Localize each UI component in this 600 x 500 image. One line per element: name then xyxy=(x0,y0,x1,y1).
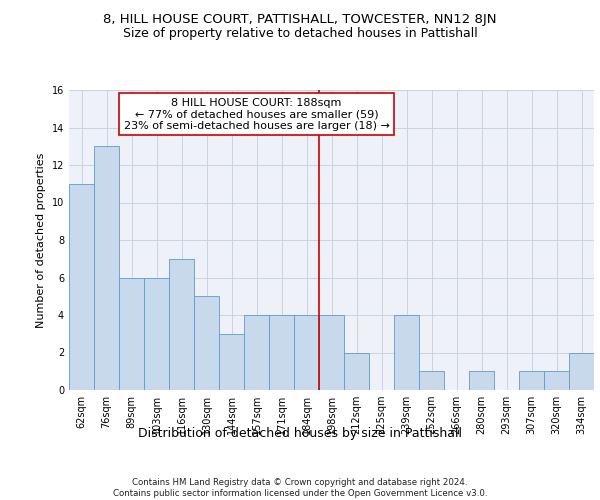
Bar xyxy=(119,278,144,390)
Bar xyxy=(169,259,194,390)
Bar xyxy=(519,371,544,390)
Y-axis label: Number of detached properties: Number of detached properties xyxy=(36,152,46,328)
Bar xyxy=(69,184,94,390)
Bar xyxy=(219,334,244,390)
Bar xyxy=(569,352,594,390)
Bar xyxy=(319,315,344,390)
Text: Contains HM Land Registry data © Crown copyright and database right 2024.
Contai: Contains HM Land Registry data © Crown c… xyxy=(113,478,487,498)
Bar xyxy=(94,146,119,390)
Text: 8, HILL HOUSE COURT, PATTISHALL, TOWCESTER, NN12 8JN: 8, HILL HOUSE COURT, PATTISHALL, TOWCEST… xyxy=(103,12,497,26)
Bar xyxy=(344,352,369,390)
Bar xyxy=(544,371,569,390)
Bar xyxy=(469,371,494,390)
Bar xyxy=(269,315,294,390)
Bar xyxy=(419,371,444,390)
Bar xyxy=(144,278,169,390)
Bar xyxy=(244,315,269,390)
Bar xyxy=(294,315,319,390)
Text: Size of property relative to detached houses in Pattishall: Size of property relative to detached ho… xyxy=(122,28,478,40)
Text: Distribution of detached houses by size in Pattishall: Distribution of detached houses by size … xyxy=(138,428,462,440)
Bar xyxy=(194,296,219,390)
Text: 8 HILL HOUSE COURT: 188sqm
← 77% of detached houses are smaller (59)
23% of semi: 8 HILL HOUSE COURT: 188sqm ← 77% of deta… xyxy=(124,98,389,130)
Bar xyxy=(394,315,419,390)
